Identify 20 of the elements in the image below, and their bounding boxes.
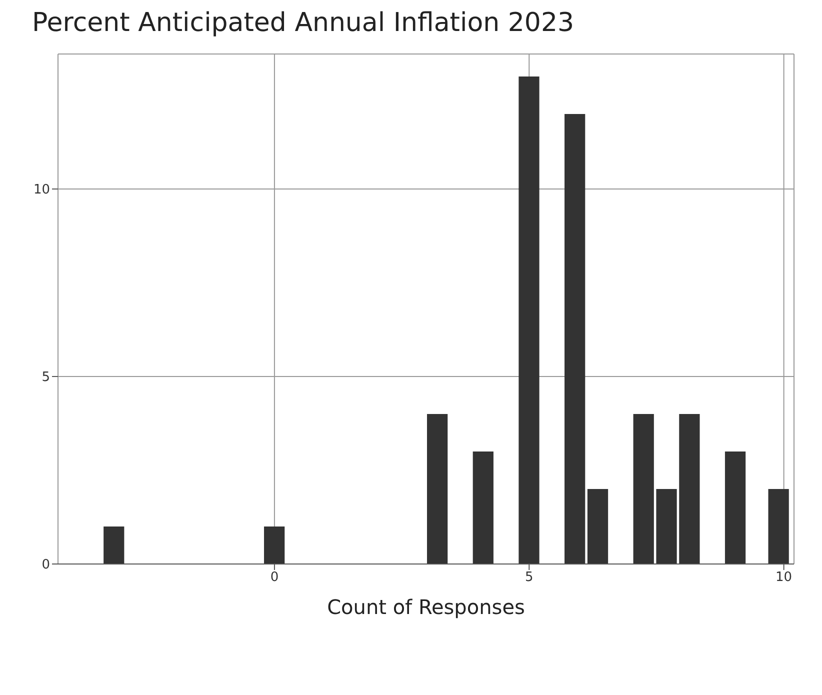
bar xyxy=(104,526,124,564)
x-axis-title: Count of Responses xyxy=(327,595,525,619)
x-tick-label: 0 xyxy=(270,570,279,586)
chart-title: Percent Anticipated Annual Inflation 2023 xyxy=(32,8,576,38)
bar xyxy=(264,526,285,564)
bar xyxy=(472,452,494,564)
x-tick-label: 5 xyxy=(525,570,534,586)
bar xyxy=(587,489,608,564)
y-tick-label: 0 xyxy=(42,558,50,573)
bar xyxy=(656,489,677,564)
y-tick-label: 10 xyxy=(33,182,50,198)
bar xyxy=(564,114,586,564)
bar xyxy=(518,76,540,564)
bar xyxy=(633,414,654,564)
bar xyxy=(427,414,448,564)
bar xyxy=(679,414,700,564)
y-tick-label: 5 xyxy=(42,370,50,386)
bar xyxy=(768,489,789,564)
x-tick-label: 10 xyxy=(776,570,792,586)
bar xyxy=(724,452,746,564)
